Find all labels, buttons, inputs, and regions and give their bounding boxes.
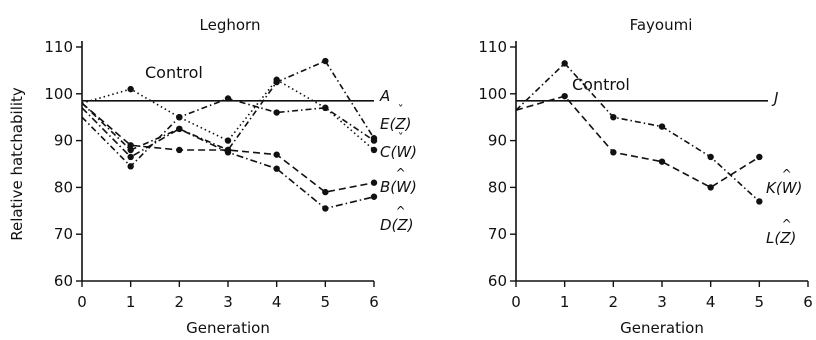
chart-title: Fayoumi (630, 16, 693, 34)
y-tick-label: 60 (54, 272, 73, 290)
y-tick-label: 70 (488, 225, 507, 243)
data-point (127, 142, 134, 149)
data-point (756, 198, 763, 205)
data-point (756, 153, 763, 161)
data-point (322, 57, 329, 65)
data-point (610, 149, 617, 156)
y-tick-label: 100 (44, 85, 73, 103)
chart-title: Leghorn (200, 16, 261, 34)
y-tick-label: 80 (54, 178, 73, 196)
series-line (515, 95, 760, 189)
y-tick-label: 90 (488, 132, 507, 150)
data-point (370, 193, 378, 200)
data-point (127, 85, 134, 93)
series-label: L(Z) (766, 229, 796, 247)
series-label: K(W) (766, 179, 802, 197)
series-label-accent: ˇ (398, 103, 404, 117)
x-tick-label: 3 (223, 293, 233, 311)
data-point (370, 146, 378, 154)
y-tick-label: 110 (478, 38, 507, 56)
y-tick-label: 90 (54, 132, 73, 150)
x-axis-title: Generation (186, 319, 270, 337)
series-line (81, 97, 375, 168)
data-point (561, 92, 568, 100)
data-point (224, 137, 232, 144)
series-label: E(Z) (380, 115, 411, 133)
x-tick-label: 1 (560, 293, 570, 311)
control-line-label: A (379, 87, 390, 105)
control-line-label: J (771, 89, 778, 107)
data-point (176, 146, 183, 154)
y-tick-label: 70 (54, 225, 73, 243)
series-label-accent: ^ (782, 167, 792, 181)
data-point (370, 179, 378, 186)
data-point (273, 76, 280, 83)
x-tick-label: 2 (175, 293, 185, 311)
data-point (707, 184, 714, 191)
series-line (81, 59, 375, 151)
data-point (658, 123, 666, 130)
data-point (273, 109, 280, 116)
data-point (370, 137, 378, 144)
series-label: D(Z) (380, 216, 414, 234)
control-annotation: Control (145, 63, 203, 82)
data-point (322, 188, 329, 196)
x-tick-label: 5 (755, 293, 765, 311)
x-tick-label: 6 (369, 293, 379, 311)
series-label-accent: ^ (782, 217, 792, 231)
x-tick-label: 1 (126, 293, 136, 311)
series-line (81, 107, 375, 210)
data-point (127, 163, 134, 170)
series-line (515, 62, 760, 202)
x-tick-label: 2 (609, 293, 619, 311)
data-point (127, 146, 134, 154)
series-label: B(W) (380, 178, 417, 196)
data-point (176, 114, 183, 121)
data-point (322, 205, 329, 212)
y-tick-label: 80 (488, 178, 507, 196)
data-point (273, 165, 280, 172)
data-point (273, 151, 280, 158)
data-point (322, 104, 329, 112)
x-tick-label: 0 (511, 293, 521, 311)
data-point (224, 95, 232, 102)
x-tick-label: 6 (803, 293, 813, 311)
panel-0: Leghorn 60 70 80 90 100 110 0 1 2 3 4 5 6 Generation Re… (8, 16, 417, 337)
series-label-accent: ^ (396, 166, 406, 180)
x-tick-label: 4 (706, 293, 716, 311)
x-tick-label: 0 (77, 293, 87, 311)
x-tick-label: 5 (321, 293, 331, 311)
y-axis-title: Relative hatchability (8, 87, 26, 241)
data-point (707, 153, 714, 161)
x-axis-title: Generation (620, 319, 704, 337)
data-point (610, 114, 617, 121)
data-point (561, 60, 568, 67)
data-point (176, 125, 183, 133)
series-label-accent: ˇ (398, 131, 404, 145)
y-tick-label: 110 (44, 38, 73, 56)
data-point (127, 153, 134, 161)
data-point (658, 158, 666, 165)
panel-1: Fayoumi 60 70 80 90 100 110 0 1 2 3 4 5 6 Generation J C… (478, 16, 812, 337)
data-point (224, 149, 232, 156)
x-tick-label: 3 (657, 293, 667, 311)
series-label: C(W) (380, 143, 417, 161)
y-tick-label: 60 (488, 272, 507, 290)
y-tick-label: 100 (478, 85, 507, 103)
x-tick-label: 4 (272, 293, 282, 311)
series-label-accent: ^ (396, 204, 406, 218)
control-annotation: Control (572, 75, 630, 94)
